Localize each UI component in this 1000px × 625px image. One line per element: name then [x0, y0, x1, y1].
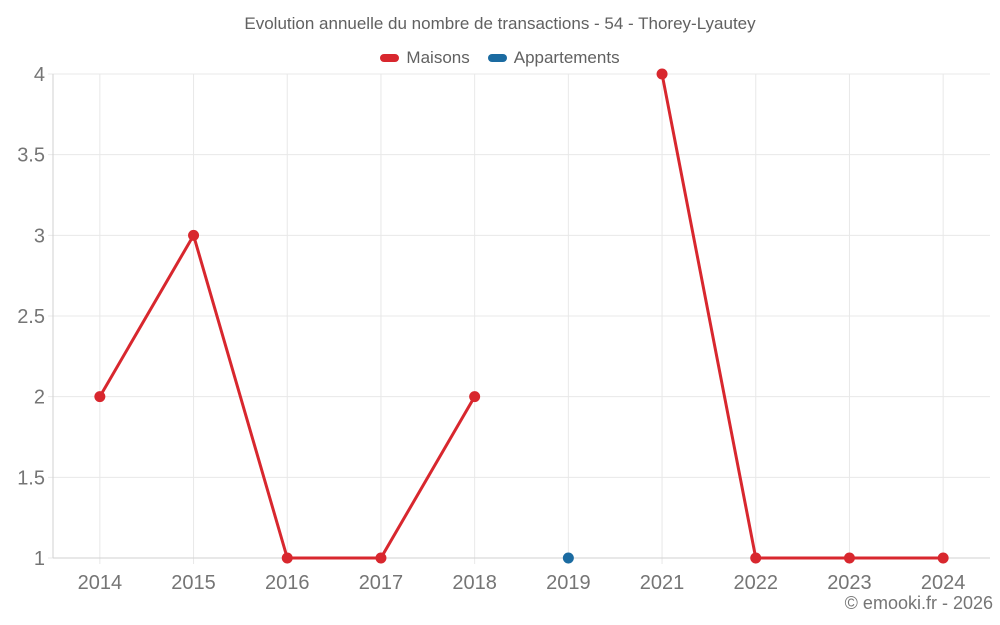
x-axis-tick-label: 2016 [265, 572, 310, 594]
x-axis-tick-label: 2021 [640, 572, 685, 594]
appartements-series-swatch-icon [487, 54, 507, 62]
x-axis-tick-label: 2015 [171, 572, 216, 594]
maisons-point-2024 [937, 552, 949, 564]
x-axis-tick-label: 2022 [734, 572, 779, 594]
maisons-point-2018 [469, 391, 481, 403]
maisons-series-line [660, 72, 945, 560]
chart-title: Evolution annuelle du nombre de transact… [244, 14, 756, 33]
appartements-point-2019 [562, 552, 574, 564]
y-axis-tick-label: 4 [34, 64, 45, 86]
y-axis-tick-label: 1 [34, 548, 45, 570]
maisons-point-2016 [281, 552, 293, 564]
x-axis-tick-label: 2024 [921, 572, 966, 594]
y-axis-tick-label: 2.5 [17, 306, 45, 328]
y-axis-tick-label: 1.5 [17, 467, 45, 489]
maisons-point-2014 [94, 391, 106, 403]
y-axis-tick-label: 3 [34, 225, 45, 247]
y-axis-tick-label: 3.5 [17, 145, 45, 167]
maisons-point-2017 [375, 552, 387, 564]
x-axis-tick-label: 2018 [452, 572, 497, 594]
x-axis-tick-label: 2023 [827, 572, 872, 594]
legend-item-appartements: Appartements [487, 48, 620, 68]
maisons-point-2023 [843, 552, 855, 564]
x-axis-tick-label: 2017 [359, 572, 404, 594]
copyright-text: © emooki.fr - 2026 [844, 593, 993, 613]
maisons-point-2021 [656, 68, 668, 80]
x-axis-tick-label: 2019 [546, 572, 591, 594]
legend-label-appartements: Appartements [513, 48, 620, 67]
x-axis-tick-label: 2014 [78, 572, 123, 594]
maisons-point-2015 [188, 229, 200, 241]
legend-label-maisons: Maisons [406, 48, 470, 67]
legend-item-maisons: Maisons [380, 48, 470, 68]
maisons-series-swatch-icon [380, 54, 400, 62]
y-axis-tick-label: 2 [34, 387, 45, 409]
maisons-point-2022 [750, 552, 762, 564]
chart-legend: Maisons Appartements [0, 47, 1000, 69]
